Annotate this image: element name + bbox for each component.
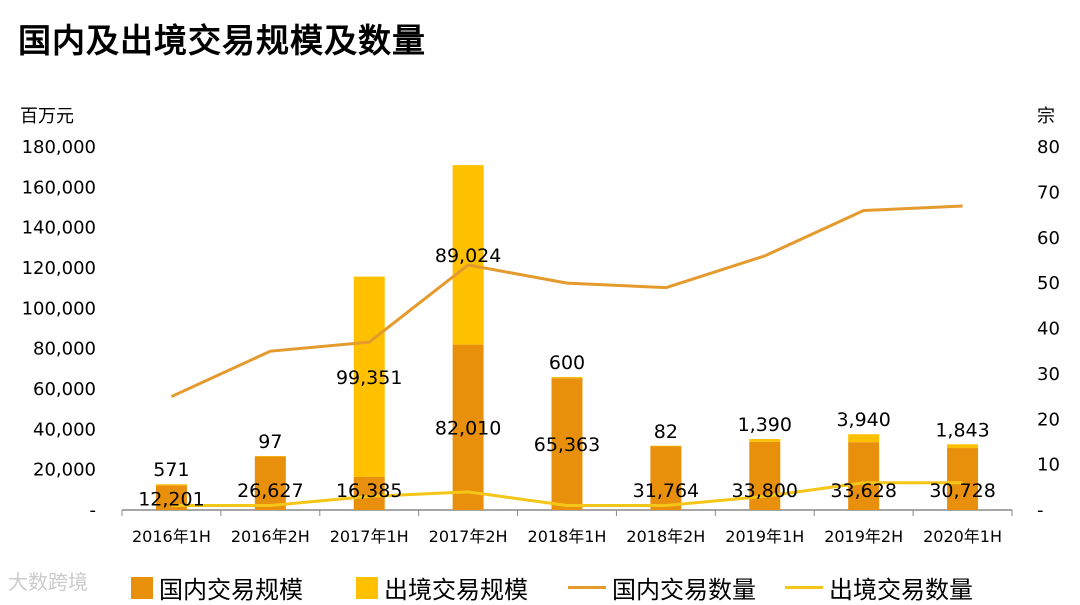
bar-outbound-scale [650,445,682,447]
data-label-outbound-scale: 600 [549,352,585,374]
left-axis-tick-label: 80,000 [33,339,96,360]
data-label-domestic-scale: 33,800 [732,480,798,502]
x-axis-tick-label: 2017年1H [330,527,409,546]
right-axis-tick-label: 20 [1037,409,1060,430]
right-axis-tick-label: - [1037,500,1044,521]
legend-item-outbound-count: 出境交易数量 [785,570,973,605]
left-axis-tick-label: - [90,500,97,521]
left-axis-tick-label: 100,000 [22,298,96,319]
right-axis-tick-label: 50 [1037,273,1060,294]
data-label-domestic-scale: 82,010 [435,417,501,439]
legend-label-outbound-count: 出境交易数量 [829,576,973,604]
legend-item-outbound-scale: 出境交易规模 [356,570,528,605]
legend-label-outbound-scale: 出境交易规模 [384,576,528,604]
data-label-outbound-scale: 99,351 [336,367,402,389]
left-axis-tick-label: 40,000 [33,419,96,440]
data-label-domestic-scale: 65,363 [534,434,600,456]
data-label-outbound-scale: 1,390 [738,414,792,436]
bar-outbound-scale [551,376,583,379]
data-label-outbound-scale: 1,843 [935,419,989,441]
left-axis-tick-label: 180,000 [22,137,96,158]
right-axis-tick-label: 80 [1037,137,1060,158]
bar-domestic-scale [353,476,385,510]
right-axis-unit: 宗 [1037,106,1055,127]
x-axis-tick-label: 2018年2H [626,527,705,546]
right-axis-tick-label: 40 [1037,319,1060,340]
data-label-outbound-scale: 97 [258,431,282,453]
bar-domestic-scale [947,448,979,510]
chart-title: 国内及出境交易规模及数量 [18,21,426,60]
x-axis-tick-label: 2016年1H [132,527,211,546]
bar-domestic-scale [848,442,880,510]
left-axis-tick-label: 140,000 [22,218,96,239]
legend-label-domestic-scale: 国内交易规模 [159,576,303,604]
right-axis-tick-label: 70 [1037,182,1060,203]
left-axis-tick-label: 60,000 [33,379,96,400]
legend-item-domestic-count: 国内交易数量 [568,570,756,605]
bar-outbound-scale [353,276,385,477]
x-axis-tick-label: 2019年2H [824,527,903,546]
legend-label-domestic-count: 国内交易数量 [612,576,756,604]
left-axis-tick-label: 160,000 [22,177,96,198]
left-axis-unit: 百万元 [20,106,74,127]
bar-outbound-scale [848,434,880,443]
x-axis-tick-label: 2018年1H [528,527,607,546]
legend-swatch-outbound-scale [356,576,378,599]
bar-domestic-scale [551,378,583,510]
data-label-outbound-scale: 89,024 [435,245,501,267]
data-label-outbound-scale: 82 [654,421,678,443]
bar-domestic-scale [452,344,484,510]
data-label-domestic-scale: 33,628 [830,480,896,502]
x-axis-tick-label: 2020年1H [923,527,1002,546]
legend-swatch-outbound-count [785,586,823,589]
data-label-domestic-scale: 26,627 [237,480,303,502]
right-axis-tick-label: 30 [1037,364,1060,385]
bar-domestic-scale [254,456,286,510]
bar-outbound-scale [452,165,484,345]
chart-legend: 国内交易规模 出境交易规模 国内交易数量 出境交易数量 [0,566,1080,605]
right-axis-tick-label: 10 [1037,455,1060,476]
legend-swatch-domestic-scale [131,576,153,599]
data-label-domestic-scale: 12,201 [138,488,204,510]
bar-outbound-scale [749,439,781,442]
legend-swatch-domestic-count [568,586,606,589]
right-axis-tick-label: 60 [1037,228,1060,249]
left-axis-tick-label: 20,000 [33,460,96,481]
data-label-outbound-scale: 571 [153,459,189,481]
data-label-domestic-scale: 30,728 [929,480,995,502]
bar-outbound-scale [155,484,187,486]
left-axis-tick-label: 120,000 [22,258,96,279]
data-label-domestic-scale: 31,764 [633,480,699,502]
bar-outbound-scale [254,456,286,457]
x-axis-tick-label: 2017年2H [429,527,508,546]
x-axis-tick-label: 2016年2H [231,527,310,546]
legend-item-domestic-scale: 国内交易规模 [131,570,303,605]
data-label-domestic-scale: 16,385 [336,480,402,502]
data-label-outbound-scale: 3,940 [836,409,890,431]
line-outbound-count [171,481,963,507]
bar-domestic-scale [650,445,682,510]
line-domestic-count [170,204,963,398]
x-axis-tick-label: 2019年1H [725,527,804,546]
bar-outbound-scale [947,444,979,449]
